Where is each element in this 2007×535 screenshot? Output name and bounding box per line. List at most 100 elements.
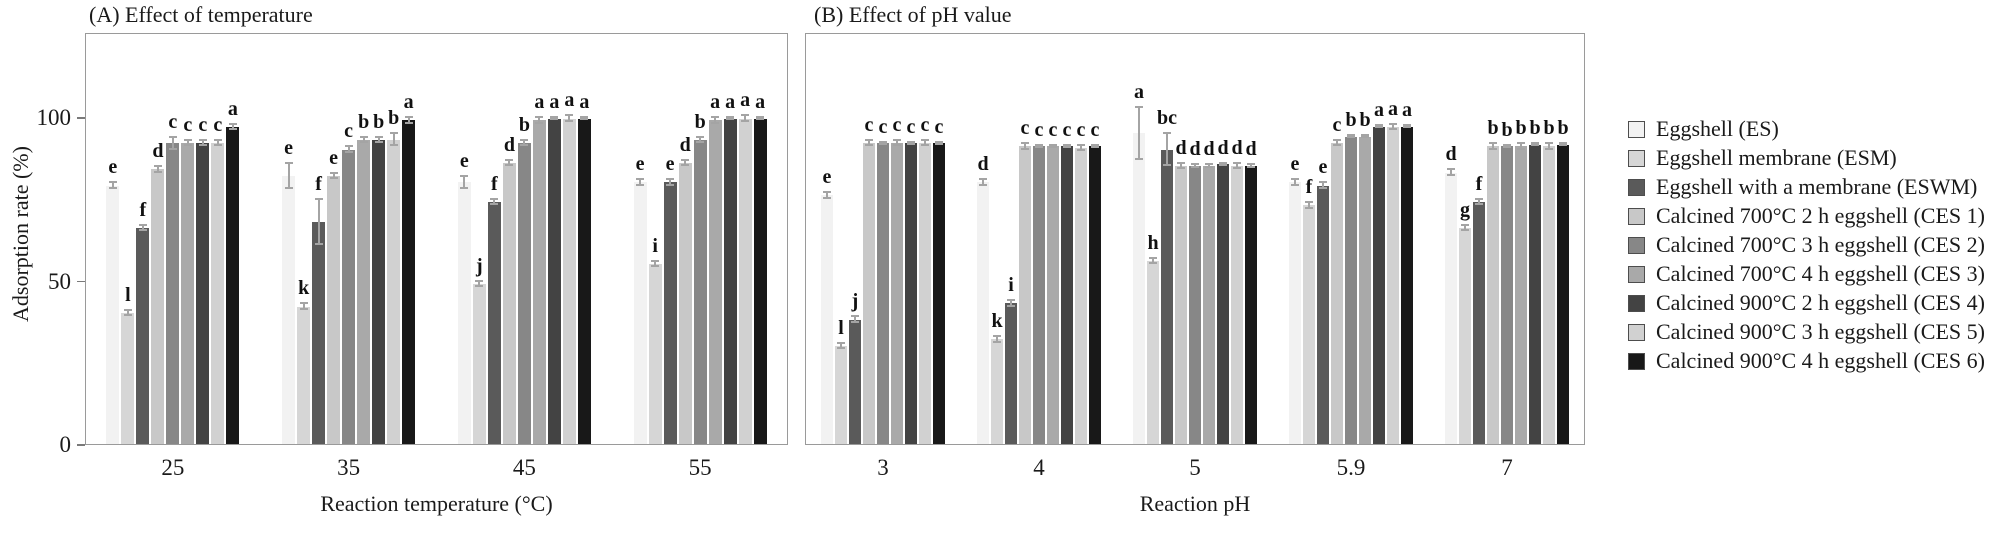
bar-CES1-7 [1487,146,1499,444]
error-bar [362,136,365,144]
legend-item: Calcined 900°C 3 h eggshell (CES 5) [1628,319,1985,344]
significance-letter: b [1487,117,1499,140]
error-bar [538,117,541,124]
error-bar-cap [1135,106,1143,109]
bar-CES5-55 [738,118,752,444]
significance-letter: c [878,115,888,138]
error-bar-cap [1403,126,1411,129]
error-bar-cap [1007,299,1015,302]
error-bar [684,159,687,167]
error-bar-cap [1205,165,1213,168]
bar-CES4-25 [196,143,210,444]
bar-CES3-35 [357,139,371,444]
error-bar [171,136,174,150]
error-bar [639,179,642,186]
error-bar-cap [979,178,987,181]
error-bar-cap [314,197,323,200]
legend-swatch-icon [1628,207,1645,225]
legend-item: Calcined 900°C 2 h eggshell (CES 4) [1628,290,1985,315]
bar-CES2-4 [1033,146,1045,444]
bar-CES3-3 [891,143,903,444]
bar-CES6-35 [402,120,416,444]
error-bar-cap [299,307,308,310]
x-tick-label: 35 [337,455,361,480]
error-bar [654,260,657,268]
legend-item-label: Calcined 900°C 3 h eggshell (CES 5) [1656,319,1985,344]
error-bar-cap [1007,304,1015,307]
significance-letter: b [1529,117,1541,140]
error-bar-cap [198,144,207,147]
significance-letter: c [213,113,223,136]
error-bar-cap [666,183,675,186]
error-bar-cap [460,186,469,189]
error-bar-cap [651,265,660,268]
significance-letter: bc [1157,107,1177,130]
error-bar-cap [993,335,1001,338]
error-bar [924,139,926,147]
error-bar-cap [344,145,353,148]
error-bar-cap [213,138,222,141]
x-tick-label: 45 [512,455,536,480]
error-bar-cap [879,140,887,143]
bar-CES4-7 [1529,144,1541,444]
significance-letter: c [906,115,916,138]
y-axis-title: Adsorption rate (%) [8,146,33,322]
legend-item: Eggshell (ES) [1628,116,1985,141]
panel-b-title: (B) Effect of pH value [814,2,1012,27]
error-bar-cap [1347,136,1355,139]
error-bar-cap [138,229,147,232]
error-bar-cap [837,341,845,344]
error-bar-cap [228,122,237,125]
error-bar-cap [550,118,559,121]
bar-CES6-5.9 [1401,126,1413,444]
error-bar [669,179,672,186]
error-bar-cap [1021,147,1029,150]
error-bar [1024,143,1026,150]
error-bar-cap [1177,167,1185,170]
error-bar-cap [475,279,484,282]
panel-a-x-axis-title: Reaction temperature (°C) [320,491,553,516]
bar-ESWM-4 [1005,303,1017,444]
error-bar [1166,133,1168,167]
legend-item-label: Eggshell membrane (ESM) [1656,145,1897,170]
bar-ES-45 [457,182,471,444]
bar-ESM-5.9 [1303,205,1315,444]
error-bar-cap [168,147,177,150]
significance-letter: d [679,133,691,156]
error-bar-cap [1163,132,1171,135]
significance-letter: e [665,153,675,176]
error-bar-cap [1063,146,1071,149]
legend-swatch-icon [1628,294,1645,312]
error-bar-cap [460,174,469,177]
error-bar [868,139,870,147]
error-bar-cap [284,186,293,189]
bar-CES4-5 [1217,164,1229,444]
error-bar-cap [1333,144,1341,147]
bar-CES3-7 [1515,146,1527,444]
error-bar [508,159,511,167]
error-bar [231,123,234,131]
error-bar-cap [389,132,398,135]
error-bar-cap [907,140,915,143]
bar-CES3-5.9 [1359,136,1371,444]
x-tick-label: 5 [1189,455,1201,480]
significance-letter: d [1445,143,1457,166]
error-bar-cap [1291,178,1299,181]
error-bar [317,198,320,245]
error-bar-cap [935,142,943,145]
legend-item: Calcined 700°C 4 h eggshell (CES 3) [1628,261,1985,286]
bar-CES4-3 [905,143,917,444]
error-bar-cap [1035,146,1043,149]
error-bar [1308,202,1310,209]
significance-letter: k [298,277,310,300]
error-bar [332,172,335,180]
significance-letter: b [694,110,706,133]
significance-letter: c [1062,118,1072,141]
bar-CES6-5 [1245,166,1257,444]
error-bar-cap [404,121,413,124]
error-bar-cap [359,135,368,138]
bar-CES3-5 [1203,166,1215,444]
bar-ESWM-7 [1473,202,1485,444]
y-tick-mark [77,117,85,119]
error-bar-cap [1205,163,1213,166]
